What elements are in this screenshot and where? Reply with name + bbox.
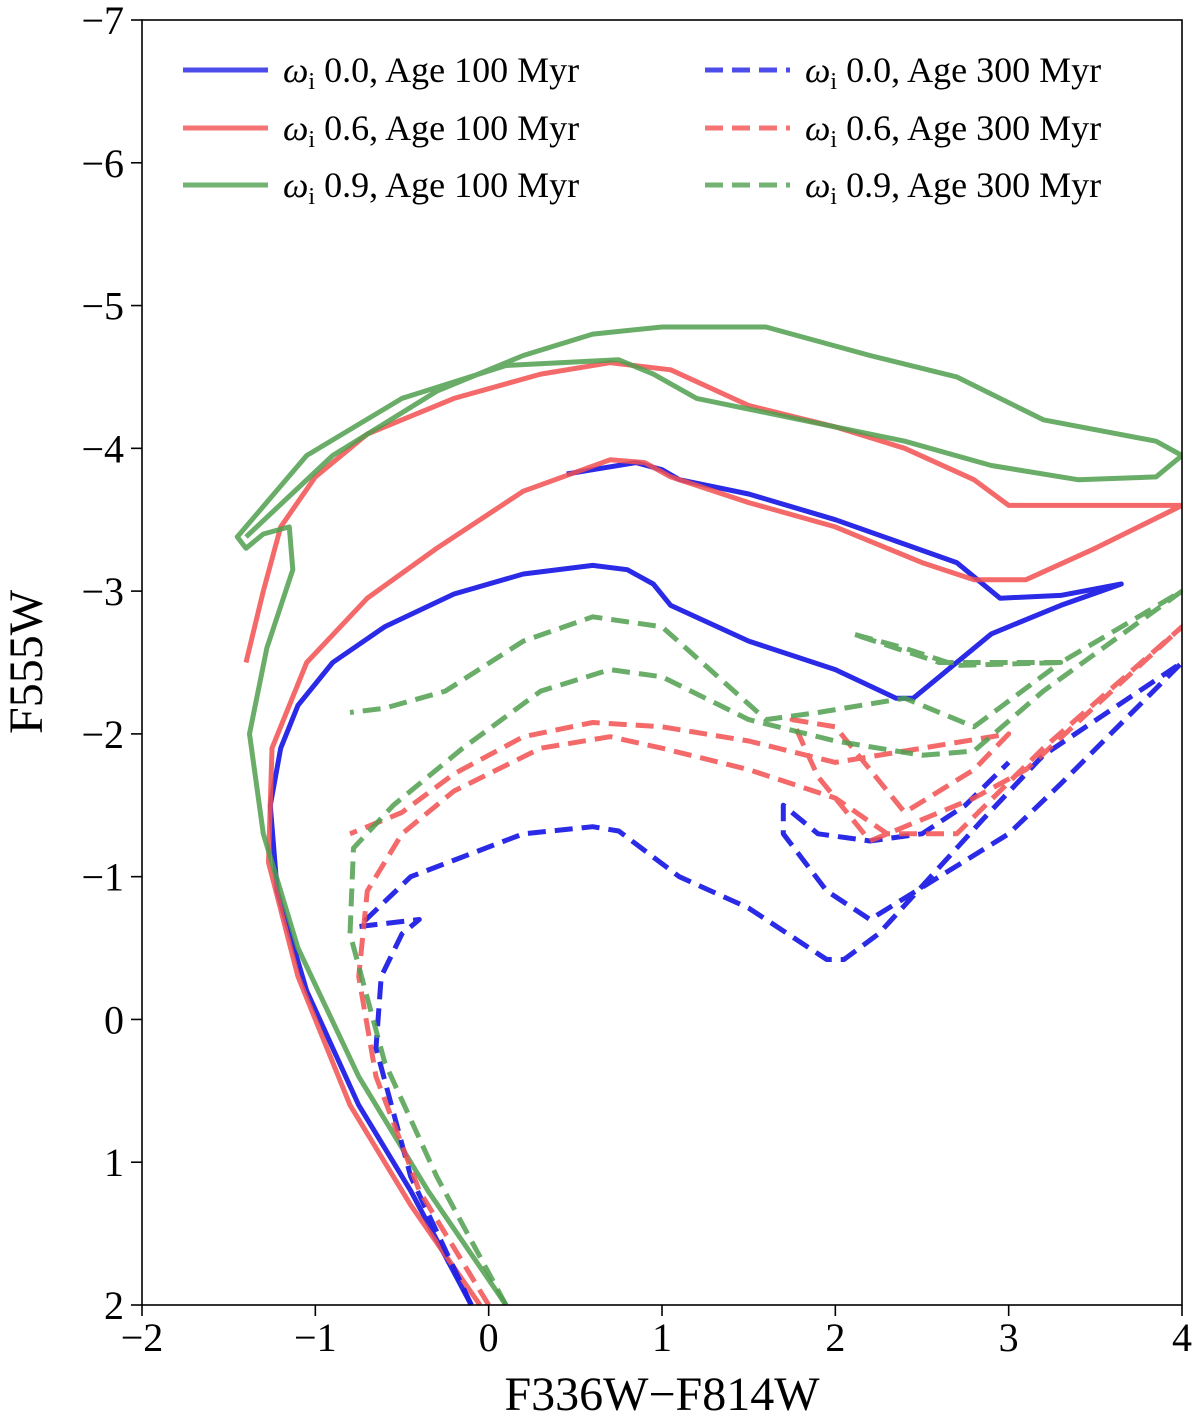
x-tick-label: 0 <box>479 1315 499 1360</box>
x-tick-label: −1 <box>294 1315 337 1360</box>
legend-entry-0: ωi 0.0, Age 100 Myr <box>283 50 579 95</box>
series-line-4 <box>349 624 1182 1305</box>
legend-entry-1: ωi 0.6, Age 100 Myr <box>283 108 579 153</box>
series-line-5 <box>347 588 1182 1305</box>
y-tick-label: 2 <box>104 1283 124 1328</box>
legend-entry-3: ωi 0.0, Age 300 Myr <box>805 50 1101 95</box>
series-line-1 <box>243 360 1182 1305</box>
x-axis-label: F336W−F814W <box>504 1368 820 1421</box>
x-tick-label: 1 <box>652 1315 672 1360</box>
x-tick-label: 2 <box>825 1315 845 1360</box>
y-tick-label: −6 <box>81 141 124 186</box>
series-line-2 <box>234 324 1182 1305</box>
y-axis-label: F555W <box>0 589 53 734</box>
legend: ωi 0.0, Age 100 Myr ωi 0.6, Age 100 Myr ωi… <box>183 50 1101 210</box>
x-tick-label: 4 <box>1172 1315 1192 1360</box>
legend-entry-5: ωi 0.9, Age 300 Myr <box>805 165 1101 210</box>
y-tick-label: 0 <box>104 997 124 1042</box>
y-tick-label: −4 <box>81 426 124 471</box>
legend-entry-2: ωi 0.9, Age 100 Myr <box>283 165 579 210</box>
y-tick-label: −1 <box>81 855 124 900</box>
y-tick-label: −3 <box>81 569 124 614</box>
y-tick-label: −5 <box>81 284 124 329</box>
y-tick-label: 1 <box>104 1140 124 1185</box>
tick-layer: −2 −1 0 1 2 3 4 −7 −6 −5 −4 −3 −2 −1 0 1 2 <box>81 0 1192 1360</box>
series-line-0 <box>267 460 1124 1305</box>
y-tick-label: −7 <box>81 0 124 43</box>
y-tick-label: −2 <box>81 712 124 757</box>
series-layer <box>234 324 1182 1305</box>
x-tick-label: 3 <box>999 1315 1019 1360</box>
x-tick-label: −2 <box>121 1315 164 1360</box>
legend-entry-4: ωi 0.6, Age 300 Myr <box>805 108 1101 153</box>
series-line-3 <box>356 660 1182 1305</box>
